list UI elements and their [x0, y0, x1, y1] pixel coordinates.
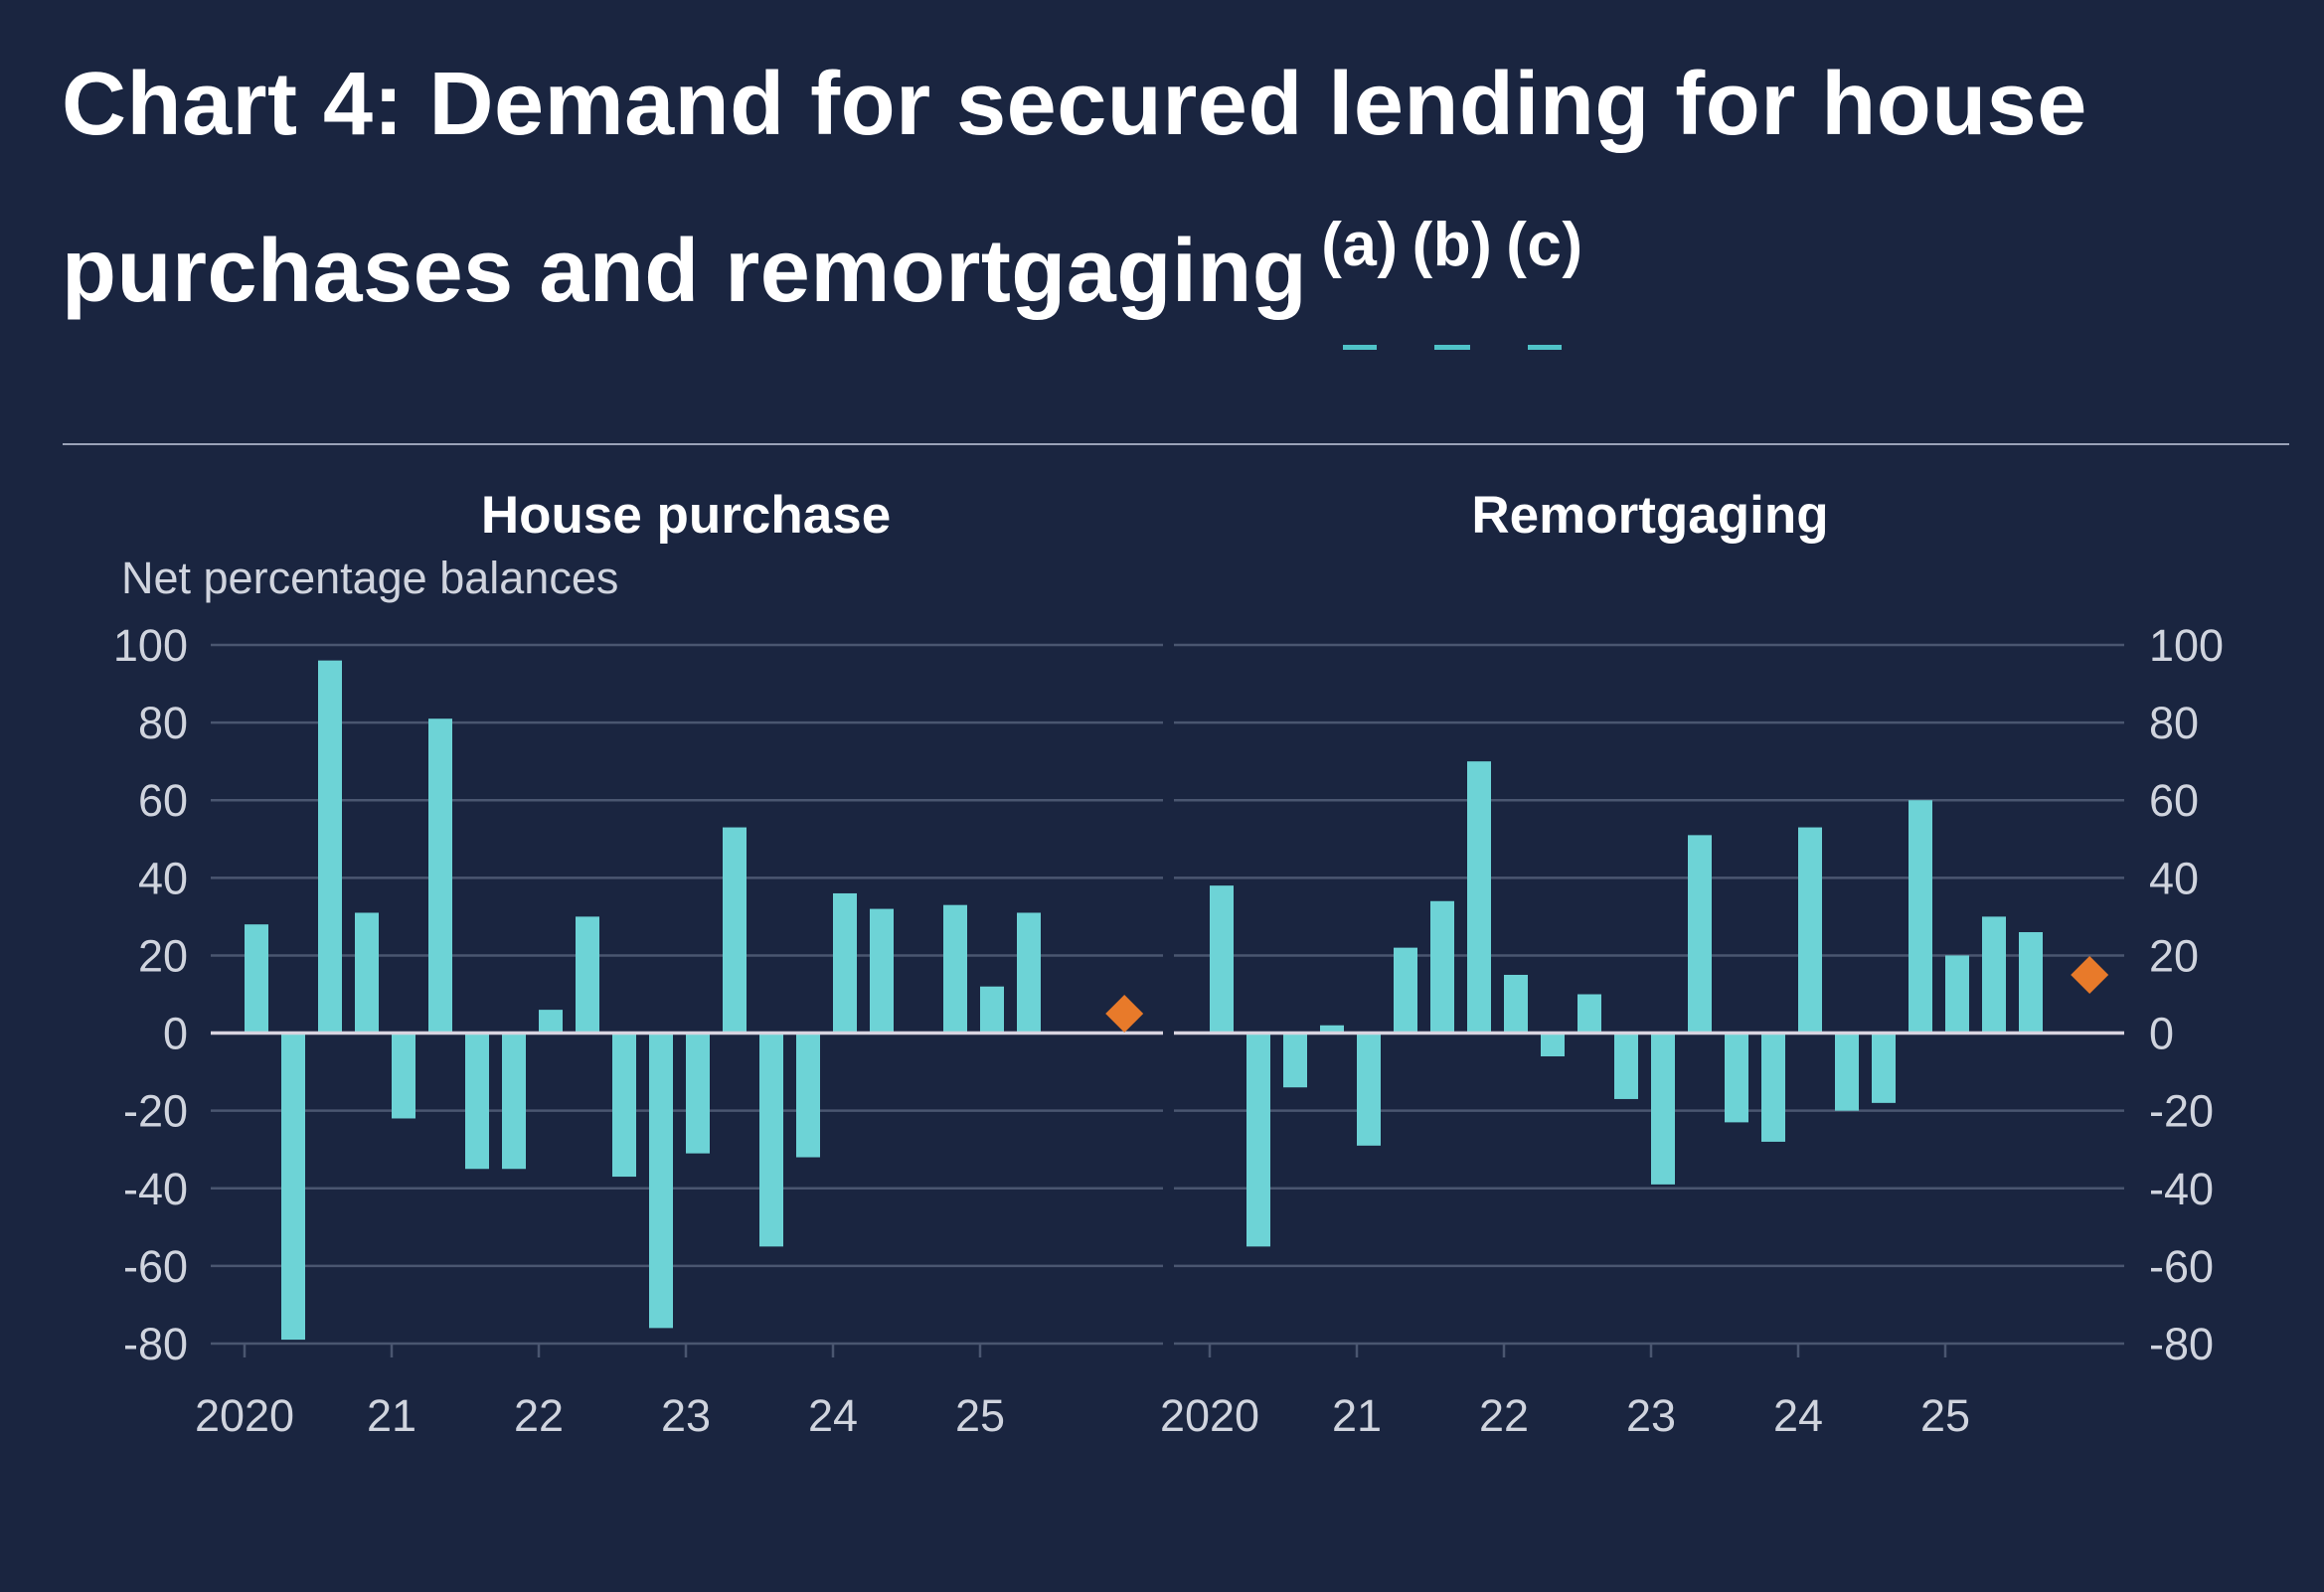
y-tick-label: -20: [123, 1086, 188, 1137]
bar: [1467, 761, 1491, 1034]
bar: [1357, 1033, 1381, 1146]
bar: [1017, 912, 1041, 1034]
bar: [1982, 916, 2006, 1034]
bar: [980, 986, 1004, 1034]
bar: [502, 1033, 526, 1170]
bar: [355, 912, 379, 1034]
y-tick-label: 20: [138, 930, 188, 981]
panel-title-house-purchase: House purchase: [480, 486, 892, 545]
bar: [833, 892, 857, 1034]
bar: [576, 916, 599, 1034]
y-tick-label: 40: [138, 853, 188, 903]
y-tick-label: 100: [113, 620, 188, 671]
chart-title: Chart 4: Demand for secured lending for …: [62, 34, 2298, 350]
bar: [1541, 1033, 1565, 1056]
x-tick-label: 25: [1920, 1390, 1970, 1441]
bar: [870, 908, 894, 1034]
bar: [281, 1033, 305, 1341]
title-divider: [63, 443, 2289, 445]
y-tick-label: 60: [2149, 775, 2199, 826]
bar: [1835, 1033, 1859, 1111]
x-tick-label: 21: [367, 1390, 416, 1441]
bar: [723, 827, 747, 1034]
bar: [1909, 800, 1932, 1034]
bar: [1614, 1033, 1638, 1099]
y-tick-label: -40: [123, 1164, 188, 1214]
y-tick-label: 100: [2149, 620, 2224, 671]
bar: [686, 1033, 710, 1154]
x-tick-label: 22: [514, 1390, 564, 1441]
bar: [2019, 932, 2043, 1034]
bar: [539, 1010, 563, 1034]
bar: [1577, 994, 1601, 1034]
bar: [649, 1033, 673, 1329]
y-tick-label: -80: [123, 1319, 188, 1369]
x-tick-label: 23: [1626, 1390, 1676, 1441]
bar: [1872, 1033, 1896, 1103]
x-tick-label: 2020: [1160, 1390, 1259, 1441]
bar: [1504, 974, 1528, 1034]
footnote-link-b[interactable]: (b): [1412, 175, 1493, 350]
y-tick-label: 80: [2149, 698, 2199, 748]
bar: [759, 1033, 783, 1247]
footnote-link-a[interactable]: (a): [1321, 175, 1398, 350]
bar: [1798, 827, 1822, 1034]
bar: [465, 1033, 489, 1170]
bar: [612, 1033, 636, 1178]
x-tick-label: 24: [808, 1390, 858, 1441]
y-tick-label: 80: [138, 698, 188, 748]
y-tick-label: 40: [2149, 853, 2199, 903]
y-tick-label: -20: [2149, 1086, 2214, 1137]
bar: [1430, 900, 1454, 1034]
y-tick-label: -60: [2149, 1241, 2214, 1292]
y-tick-label: -60: [123, 1241, 188, 1292]
y-tick-label: 0: [163, 1009, 188, 1059]
bar: [245, 924, 268, 1034]
bar: [796, 1033, 820, 1158]
bar: [1394, 947, 1417, 1034]
projection-diamond: [2071, 955, 2109, 994]
y-tick-label: 20: [2149, 930, 2199, 981]
footnote-link-c[interactable]: (c): [1506, 175, 1582, 350]
bar: [1283, 1033, 1307, 1088]
chart-title-text: Chart 4: Demand for secured lending for …: [62, 55, 2087, 321]
y-axis-unit-label: Net percentage balances: [121, 553, 619, 603]
bar: [1320, 1025, 1344, 1034]
bar: [1688, 835, 1712, 1034]
bar: [392, 1033, 415, 1119]
bar: [943, 904, 967, 1034]
bar: [428, 718, 452, 1034]
bar: [1761, 1033, 1785, 1142]
panel-title-remortgaging: Remortgaging: [1471, 486, 1829, 545]
x-tick-label: 24: [1773, 1390, 1823, 1441]
panel-remortgaging: 100 80 60 40 20 0 -20 -40 -60 -80 2020 21 22 23 24 25: [1160, 620, 2224, 1441]
x-tick-label: 23: [661, 1390, 711, 1441]
x-tick-label: 21: [1332, 1390, 1382, 1441]
bar: [1246, 1033, 1270, 1247]
bar: [318, 660, 342, 1034]
y-tick-label: 0: [2149, 1009, 2174, 1059]
x-tick-label: 22: [1479, 1390, 1529, 1441]
y-tick-label: -80: [2149, 1319, 2214, 1369]
bar: [1651, 1033, 1675, 1185]
x-tick-label: 2020: [195, 1390, 294, 1441]
y-tick-label: 60: [138, 775, 188, 826]
y-tick-label: -40: [2149, 1164, 2214, 1214]
bar: [1725, 1033, 1748, 1123]
bar: [1945, 955, 1969, 1034]
bar: [1210, 885, 1234, 1034]
projection-diamond: [1105, 995, 1144, 1034]
x-tick-label: 25: [955, 1390, 1005, 1441]
